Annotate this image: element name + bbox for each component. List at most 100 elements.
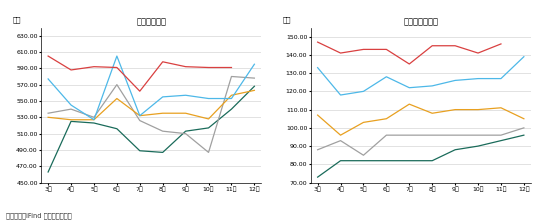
2023	[520, 55, 527, 58]
2023	[45, 78, 52, 80]
2020	[45, 171, 52, 173]
2021	[160, 130, 166, 132]
2023	[360, 90, 367, 93]
2024	[314, 41, 321, 43]
2021	[91, 116, 97, 119]
2021	[68, 108, 74, 110]
2022	[314, 114, 321, 116]
Line: 2021: 2021	[317, 128, 524, 155]
2024	[452, 44, 459, 47]
2021	[314, 148, 321, 151]
Title: 中国铝合金产量: 中国铝合金产量	[403, 18, 438, 27]
Line: 2020: 2020	[317, 135, 524, 177]
2020	[520, 134, 527, 136]
2020	[337, 159, 344, 162]
2022	[136, 114, 143, 117]
2022	[91, 118, 97, 121]
2024	[160, 61, 166, 63]
2020	[406, 159, 412, 162]
2022	[429, 112, 436, 115]
2021	[383, 134, 389, 136]
2020	[205, 126, 212, 129]
2023	[205, 97, 212, 100]
2023	[251, 63, 257, 66]
2022	[406, 103, 412, 105]
2023	[228, 97, 235, 100]
2023	[68, 104, 74, 106]
Line: 2023: 2023	[48, 56, 254, 120]
Line: 2023: 2023	[317, 57, 524, 95]
2022	[160, 112, 166, 115]
2021	[251, 77, 257, 79]
Legend: 2020, 2021, 2022, 2023, 2024: 2020, 2021, 2022, 2023, 2024	[345, 218, 496, 220]
Line: 2022: 2022	[317, 104, 524, 135]
2023	[160, 95, 166, 98]
2024	[91, 65, 97, 68]
2023	[113, 55, 120, 57]
2021	[183, 132, 189, 135]
2023	[475, 77, 481, 80]
2021	[452, 134, 459, 136]
2023	[337, 94, 344, 96]
Line: 2024: 2024	[317, 42, 501, 64]
2020	[498, 139, 504, 142]
2023	[452, 79, 459, 82]
2023	[91, 118, 97, 121]
2020	[68, 120, 74, 123]
2024	[429, 44, 436, 47]
Line: 2020: 2020	[48, 86, 254, 172]
2022	[452, 108, 459, 111]
2022	[183, 112, 189, 115]
2021	[337, 139, 344, 142]
2023	[498, 77, 504, 80]
2021	[136, 119, 143, 122]
2023	[383, 75, 389, 78]
2022	[228, 94, 235, 97]
2021	[406, 134, 412, 136]
2022	[205, 118, 212, 120]
2022	[498, 106, 504, 109]
2020	[251, 85, 257, 88]
2022	[45, 116, 52, 119]
2024	[136, 90, 143, 92]
2022	[475, 108, 481, 111]
2024	[360, 48, 367, 51]
2021	[113, 83, 120, 86]
2021	[520, 126, 527, 129]
2023	[429, 84, 436, 87]
2020	[475, 145, 481, 147]
2021	[498, 134, 504, 136]
Title: 中国铝材产量: 中国铝材产量	[136, 18, 166, 27]
2022	[520, 117, 527, 120]
2022	[383, 117, 389, 120]
2022	[360, 121, 367, 124]
2020	[360, 159, 367, 162]
2021	[228, 75, 235, 78]
Line: 2024: 2024	[48, 56, 232, 91]
2024	[337, 52, 344, 54]
Text: 图12：中国铝材产量统计: 图12：中国铝材产量统计	[7, 10, 79, 20]
2021	[360, 154, 367, 157]
2020	[314, 176, 321, 178]
2021	[205, 151, 212, 154]
2020	[183, 130, 189, 132]
2021	[429, 134, 436, 136]
2020	[228, 108, 235, 110]
2020	[452, 148, 459, 151]
2020	[383, 159, 389, 162]
2022	[251, 89, 257, 92]
Line: 2021: 2021	[48, 77, 254, 152]
2022	[113, 97, 120, 100]
Text: 万吨: 万吨	[282, 16, 290, 23]
2023	[136, 114, 143, 117]
2022	[337, 134, 344, 136]
2023	[314, 66, 321, 69]
2020	[429, 159, 436, 162]
2023	[183, 94, 189, 97]
2024	[205, 66, 212, 69]
2024	[113, 66, 120, 69]
2020	[160, 151, 166, 154]
2024	[498, 43, 504, 45]
Legend: 2020, 2021, 2022, 2023, 2024: 2020, 2021, 2022, 2023, 2024	[76, 218, 227, 220]
2020	[91, 122, 97, 124]
